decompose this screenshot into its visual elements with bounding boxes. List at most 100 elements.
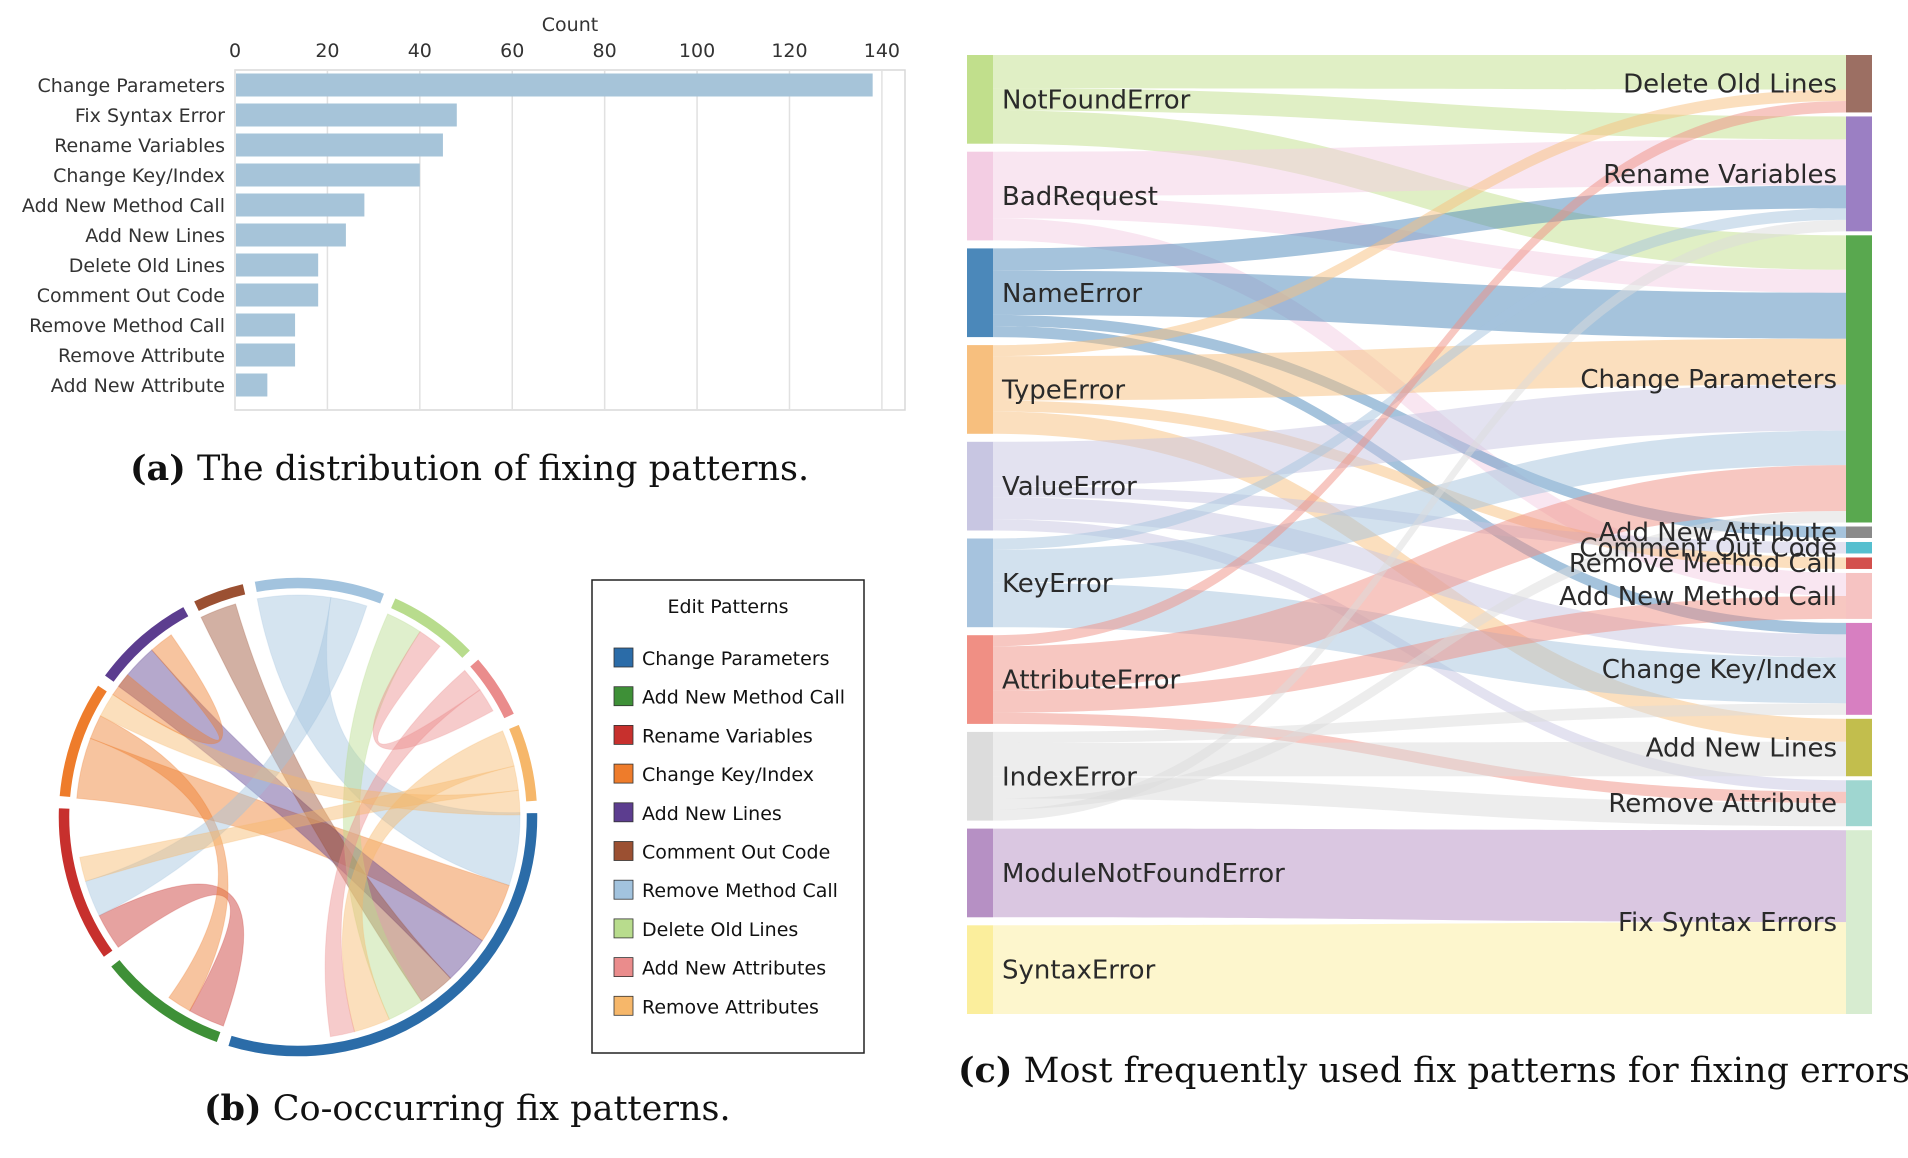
sankey-link (993, 582, 1846, 704)
caption-c: (c) Most frequently used fix patterns fo… (958, 1050, 1908, 1091)
sankey-link (993, 400, 1846, 569)
sankey-link (993, 828, 1846, 923)
caption-a-text: The distribution of fixing patterns. (196, 449, 810, 489)
sankey-target-node (1846, 830, 1872, 1014)
x-tick-label: 80 (593, 40, 617, 62)
bar (236, 343, 296, 367)
legend-label: Change Parameters (642, 648, 830, 670)
category-label: Add New Attribute (51, 375, 225, 397)
chord-ribbon (79, 765, 519, 882)
sankey-source-node (967, 731, 993, 821)
chord-group-arc (389, 596, 473, 660)
chord-ribbon (372, 630, 494, 750)
sankey-link (993, 384, 1846, 487)
x-tick-label: 0 (229, 40, 241, 62)
legend-swatch (613, 725, 634, 745)
sankey-target-label: Rename Variables (1603, 160, 1837, 190)
category-label: Add New Method Call (22, 195, 225, 217)
chord-group-arc (468, 657, 516, 721)
chord-group-arc (226, 811, 539, 1058)
sankey-link (993, 430, 1846, 583)
chord-ribbon (76, 737, 510, 942)
category-label: Delete Old Lines (69, 255, 225, 277)
chord-ribbon (324, 669, 481, 1038)
sankey-source-label: KeyError (1002, 569, 1113, 599)
sankey-source-label: ModuleNotFoundError (1002, 859, 1285, 889)
chord-group-arc (253, 576, 386, 606)
sankey-source-label: ValueError (1002, 472, 1137, 502)
sankey-link (993, 270, 1846, 339)
category-label: Rename Variables (54, 135, 225, 157)
caption-b: (b) Co-occurring fix patterns. (204, 1088, 731, 1129)
x-tick-label: 120 (771, 40, 807, 62)
legend-label: Remove Attributes (642, 996, 819, 1018)
x-tick-label: 60 (500, 40, 524, 62)
chord-ribbon (98, 883, 245, 1027)
caption-a-letter: (a) (130, 448, 186, 489)
chord-group-arc (507, 722, 539, 803)
legend-label: Add New Attributes (642, 958, 826, 980)
sankey-source-label: NameError (1002, 279, 1142, 309)
legend-label: Remove Method Call (642, 880, 838, 902)
chord-ribbon (200, 603, 452, 1003)
bar (236, 223, 346, 247)
sankey-link (993, 139, 1846, 197)
bar (236, 283, 319, 307)
sankey-source-node (967, 635, 993, 724)
category-label: Comment Out Code (37, 285, 225, 307)
bar (236, 73, 873, 97)
sankey-link (993, 776, 1846, 827)
sankey-source-label: SyntaxError (1002, 956, 1156, 986)
sankey-source-label: TypeError (1001, 375, 1125, 405)
sankey-target-node (1846, 235, 1872, 523)
sankey-target-node (1846, 116, 1872, 232)
sankey-link (993, 922, 1846, 1014)
sankey-target-node (1846, 572, 1872, 619)
bar (236, 313, 296, 337)
legend-label: Comment Out Code (642, 842, 830, 864)
sankey-link (993, 218, 1846, 596)
bar (236, 253, 319, 277)
chord-group-arc (58, 683, 109, 799)
legend-label: Rename Variables (642, 725, 813, 747)
sankey-target-label: Add New Method Call (1559, 582, 1837, 612)
sankey-source-node (967, 925, 993, 1014)
sankey-source-node (967, 538, 993, 628)
sankey-target-label: Change Key/Index (1602, 655, 1837, 685)
chord-ribbon (84, 596, 368, 917)
caption-b-letter: (b) (204, 1088, 262, 1129)
legend-label: Delete Old Lines (642, 919, 798, 941)
sankey-target-label: Remove Method Call (1569, 549, 1837, 579)
sankey-target-node (1846, 526, 1872, 538)
sankey-link (993, 196, 1846, 293)
category-label: Remove Attribute (58, 345, 225, 367)
sankey-target-node (1846, 55, 1872, 113)
sankey-source-label: NotFoundError (1002, 85, 1191, 115)
sankey-source-node (967, 151, 993, 241)
legend-swatch (613, 802, 634, 823)
legend-label: Add New Method Call (642, 687, 845, 709)
bar (236, 373, 268, 397)
sankey-link (993, 465, 1846, 691)
legend-swatch (613, 995, 634, 1016)
caption-b-text: Co-occurring fix patterns. (272, 1089, 731, 1129)
caption-c-letter: (c) (958, 1050, 1013, 1091)
bar (236, 163, 420, 187)
sankey-link (993, 219, 1846, 821)
sankey-link (993, 511, 1846, 810)
legend-swatch (613, 686, 634, 707)
sankey-source-node (967, 828, 993, 918)
x-tick-label: 20 (315, 40, 339, 62)
sankey-target-node (1846, 557, 1872, 569)
sankey-target-node (1846, 718, 1872, 777)
legend-swatch (613, 841, 634, 861)
sankey-target-node (1846, 541, 1872, 554)
sankey-source-label: BadRequest (1002, 182, 1158, 212)
x-tick-label: 40 (408, 40, 432, 62)
sankey-source-node (967, 345, 993, 434)
x-axis-title: Count (542, 14, 598, 36)
sankey-link (993, 595, 1846, 713)
sankey-source-label: IndexError (1002, 762, 1137, 792)
sankey-source-label: AttributeError (1002, 666, 1180, 696)
